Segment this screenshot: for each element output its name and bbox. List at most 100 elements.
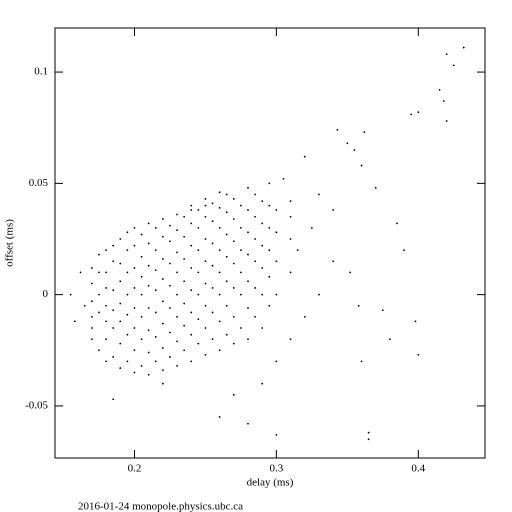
point <box>268 249 271 252</box>
point <box>303 155 306 158</box>
point <box>240 204 242 207</box>
point <box>147 284 150 287</box>
point <box>414 320 417 323</box>
point <box>289 200 292 203</box>
point <box>303 315 306 318</box>
point <box>289 271 292 274</box>
point <box>240 271 242 274</box>
point <box>204 353 207 356</box>
point <box>133 349 136 352</box>
point <box>296 249 299 252</box>
point <box>275 433 278 436</box>
point <box>197 209 200 211</box>
y-axis-label: offset (ms) <box>4 219 16 267</box>
plot-frame <box>54 27 486 459</box>
point <box>268 226 271 229</box>
point <box>218 271 221 274</box>
point <box>389 338 391 341</box>
point <box>289 338 292 341</box>
point <box>105 360 107 363</box>
point <box>83 304 86 307</box>
point <box>147 264 150 267</box>
point <box>268 204 271 207</box>
point <box>169 356 171 358</box>
point <box>133 287 136 289</box>
point <box>183 235 186 238</box>
point <box>204 215 207 218</box>
point <box>211 338 214 341</box>
point <box>318 293 320 296</box>
point <box>126 360 129 363</box>
point <box>232 393 235 396</box>
point <box>90 267 93 269</box>
point <box>98 271 100 274</box>
point <box>140 275 143 278</box>
point <box>161 322 164 325</box>
point <box>190 209 193 211</box>
point <box>254 215 256 218</box>
point <box>254 315 256 318</box>
point <box>374 186 377 189</box>
point <box>119 302 122 305</box>
point <box>140 255 143 258</box>
point <box>218 293 221 296</box>
x-axis-label: delay (ms) <box>247 477 294 489</box>
point <box>232 315 235 318</box>
point <box>462 46 465 49</box>
footer: 2016-01-24 monopole.physics.ubc.ca <box>78 501 243 512</box>
point <box>275 360 278 363</box>
point <box>197 226 200 229</box>
y-tick-label: 0 <box>43 288 49 300</box>
point <box>112 244 115 247</box>
point <box>211 242 214 245</box>
point <box>133 371 136 374</box>
point <box>169 240 171 243</box>
point <box>218 206 221 209</box>
point <box>176 340 178 343</box>
point <box>154 226 157 229</box>
point <box>112 398 115 401</box>
point <box>240 327 242 329</box>
point <box>154 311 157 314</box>
point <box>438 88 441 91</box>
point <box>147 307 150 309</box>
point <box>197 342 200 345</box>
point <box>247 338 249 341</box>
point <box>133 307 136 309</box>
point <box>225 193 228 196</box>
point <box>126 249 129 252</box>
x-tick-label: 0.2 <box>128 463 142 475</box>
point <box>445 120 448 122</box>
point <box>232 287 235 289</box>
point <box>211 287 214 289</box>
point <box>225 280 228 283</box>
point <box>225 211 228 214</box>
point <box>112 260 115 263</box>
point <box>403 249 406 252</box>
point <box>367 431 370 434</box>
point <box>126 271 129 274</box>
point <box>169 224 171 227</box>
point <box>183 280 186 283</box>
point <box>169 284 171 287</box>
point <box>190 267 193 269</box>
point <box>197 293 200 296</box>
point <box>417 353 420 356</box>
point <box>247 209 249 211</box>
point <box>183 258 186 260</box>
point <box>126 313 129 316</box>
point <box>90 338 93 341</box>
point <box>289 238 292 240</box>
point <box>261 327 264 329</box>
point <box>204 282 207 285</box>
point <box>176 315 178 318</box>
point <box>240 226 242 229</box>
point <box>112 289 115 292</box>
point <box>232 262 235 265</box>
point <box>119 262 122 265</box>
point <box>161 382 164 385</box>
point <box>204 204 207 207</box>
point <box>275 260 278 263</box>
point <box>154 269 157 272</box>
point <box>211 202 214 205</box>
